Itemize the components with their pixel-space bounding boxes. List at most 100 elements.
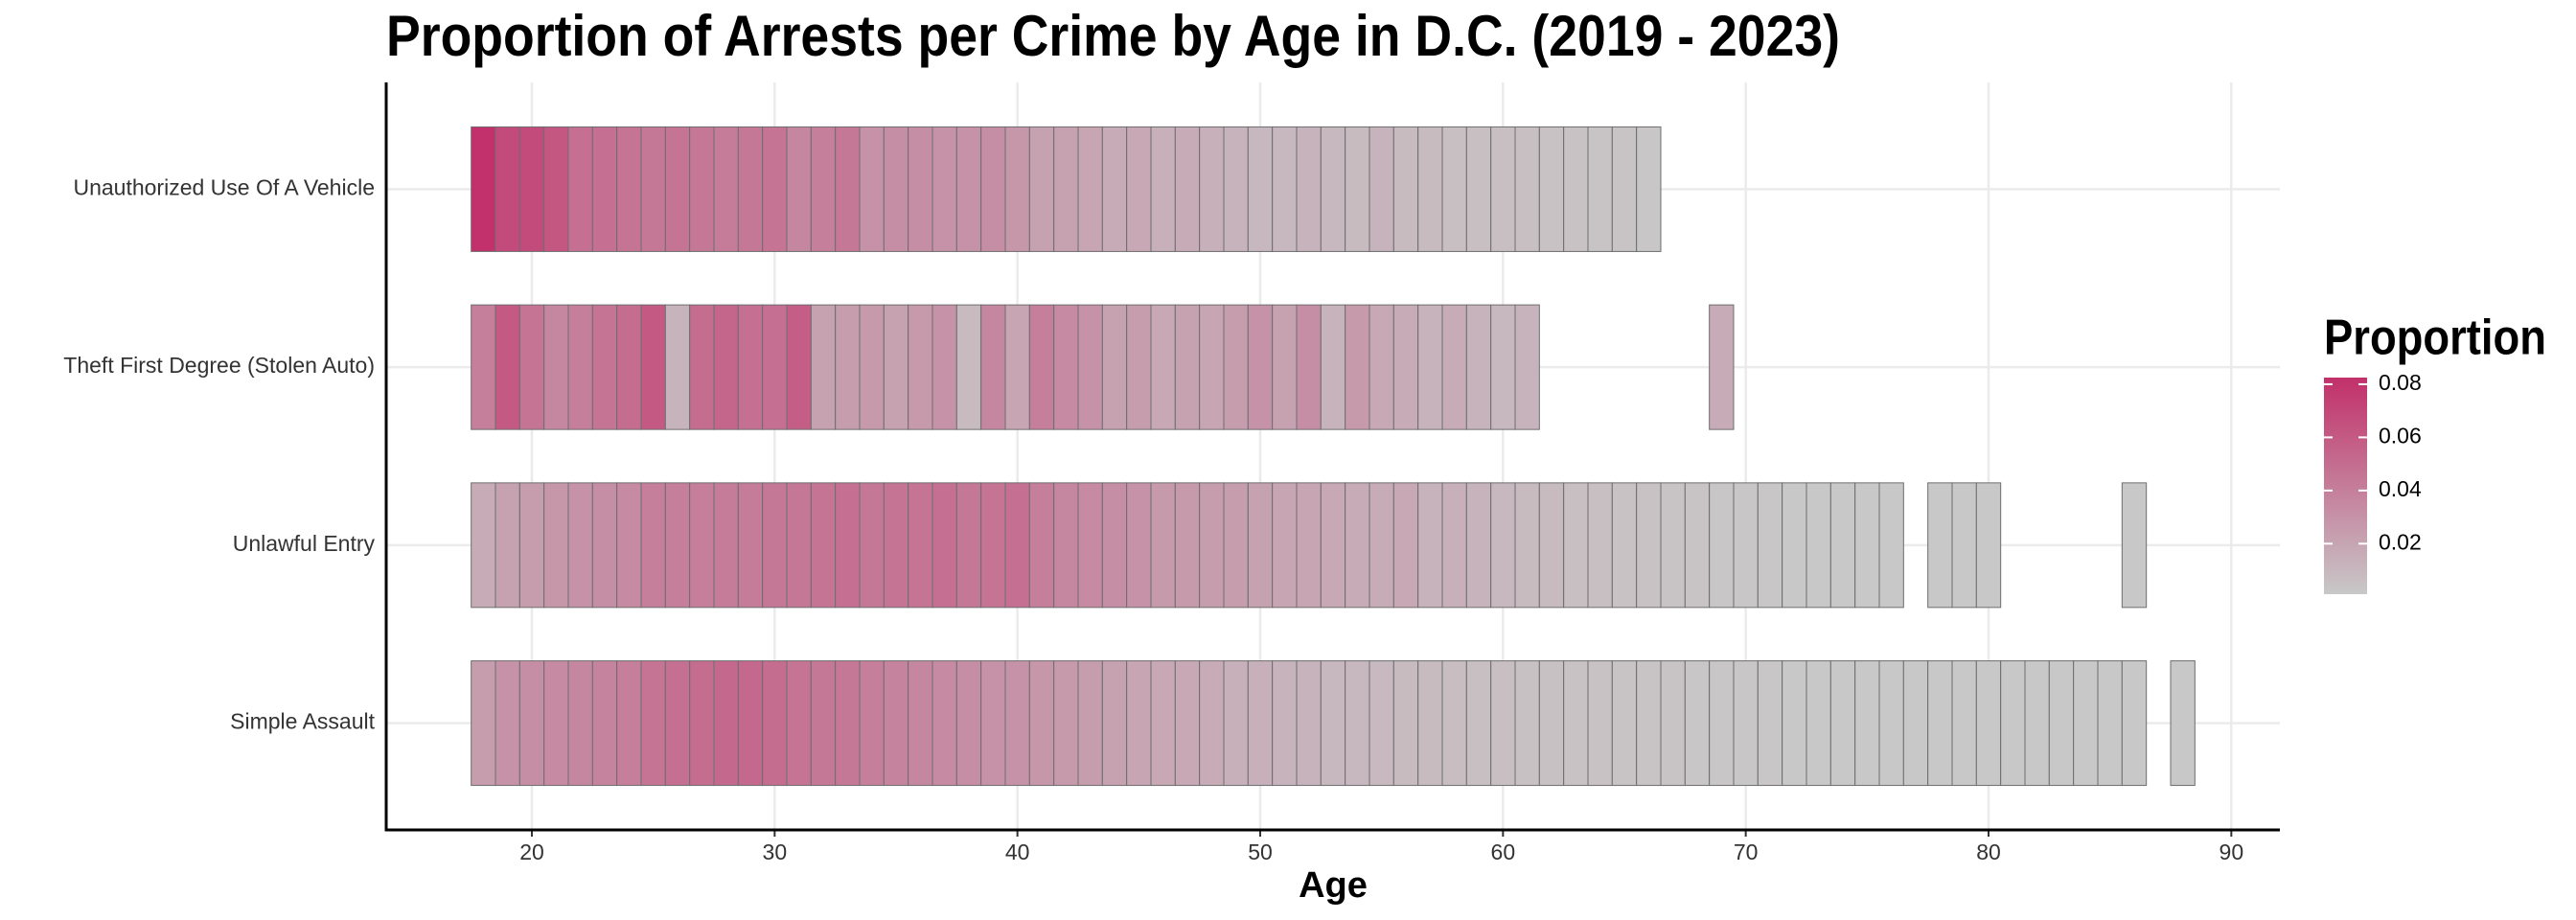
tile [932, 660, 957, 787]
tile [810, 482, 837, 609]
tile [471, 304, 496, 430]
y-tick-label: Theft First Degree (Stolen Auto) [63, 353, 375, 378]
tile [1538, 482, 1565, 609]
tile [1757, 482, 1783, 609]
tile [1077, 126, 1103, 252]
tile [1272, 660, 1298, 787]
tile [1951, 660, 1977, 787]
tile [1028, 660, 1055, 787]
tile [1709, 304, 1735, 430]
tile [1150, 304, 1176, 430]
tile [1199, 482, 1225, 609]
tile [1223, 304, 1249, 430]
tile [737, 126, 764, 252]
tile [1053, 126, 1079, 252]
tile [1587, 482, 1613, 609]
tile [737, 304, 764, 430]
tile [1951, 482, 1977, 609]
tile [1878, 482, 1904, 609]
tile [932, 482, 957, 609]
tile [762, 304, 788, 430]
tile [1757, 660, 1783, 787]
tile [1053, 660, 1079, 787]
tile [1587, 126, 1613, 252]
tile [1587, 660, 1613, 787]
tile [883, 304, 909, 430]
tile [810, 126, 837, 252]
tile [1709, 660, 1735, 787]
tile [932, 126, 957, 252]
tile [1465, 126, 1492, 252]
tile [1417, 304, 1443, 430]
tile [1150, 660, 1176, 787]
tile [2097, 660, 2123, 787]
tile [1490, 660, 1516, 787]
tile [1101, 482, 1128, 609]
tile [591, 126, 618, 252]
tile [1199, 304, 1225, 430]
tile [616, 660, 642, 787]
tile [980, 304, 1006, 430]
tile [1320, 304, 1346, 430]
tile [883, 482, 909, 609]
tile [1417, 660, 1443, 787]
legend-tick-label: 0.02 [2379, 529, 2422, 554]
tile [1150, 482, 1176, 609]
tile [543, 126, 569, 252]
x-tick-label: 90 [2220, 840, 2244, 864]
tile [2073, 660, 2099, 787]
tile [689, 660, 715, 787]
tile [762, 126, 788, 252]
tile [640, 126, 666, 252]
tile [786, 660, 812, 787]
tile [859, 660, 885, 787]
tile [1733, 660, 1759, 787]
tile [543, 304, 569, 430]
tile [1004, 126, 1030, 252]
tile [1392, 304, 1419, 430]
tile [1514, 660, 1540, 787]
x-tick-label: 60 [1491, 840, 1516, 864]
tile [859, 482, 885, 609]
x-tick-label: 30 [763, 840, 788, 864]
tile [810, 660, 837, 787]
tile [1490, 482, 1516, 609]
tile [664, 482, 691, 609]
tile [1247, 482, 1274, 609]
x-tick-label: 70 [1734, 840, 1759, 864]
tile [835, 126, 861, 252]
tile [1077, 304, 1103, 430]
tile [616, 304, 642, 430]
tile [1126, 304, 1152, 430]
x-tick-label: 80 [1976, 840, 2001, 864]
tile [2170, 660, 2196, 787]
tile [616, 126, 642, 252]
tile [1465, 304, 1492, 430]
tile [689, 126, 715, 252]
tile [664, 126, 691, 252]
tile [786, 482, 812, 609]
tile [980, 126, 1006, 252]
tile [786, 126, 812, 252]
tile [1247, 126, 1274, 252]
tile [1392, 126, 1419, 252]
tile [1854, 482, 1880, 609]
tile [591, 482, 618, 609]
tile [955, 126, 982, 252]
tile [1538, 660, 1565, 787]
tile [567, 304, 593, 430]
tile [640, 660, 666, 787]
tile [1636, 482, 1662, 609]
tile [1199, 126, 1225, 252]
tile [494, 482, 520, 609]
tile [1345, 304, 1370, 430]
tile [1829, 482, 1856, 609]
tile [518, 660, 545, 787]
tile [1345, 126, 1370, 252]
tile [494, 660, 520, 787]
tile [835, 660, 861, 787]
tile [1636, 660, 1662, 787]
tile [1392, 482, 1419, 609]
tile [1611, 482, 1638, 609]
tile [1514, 482, 1540, 609]
